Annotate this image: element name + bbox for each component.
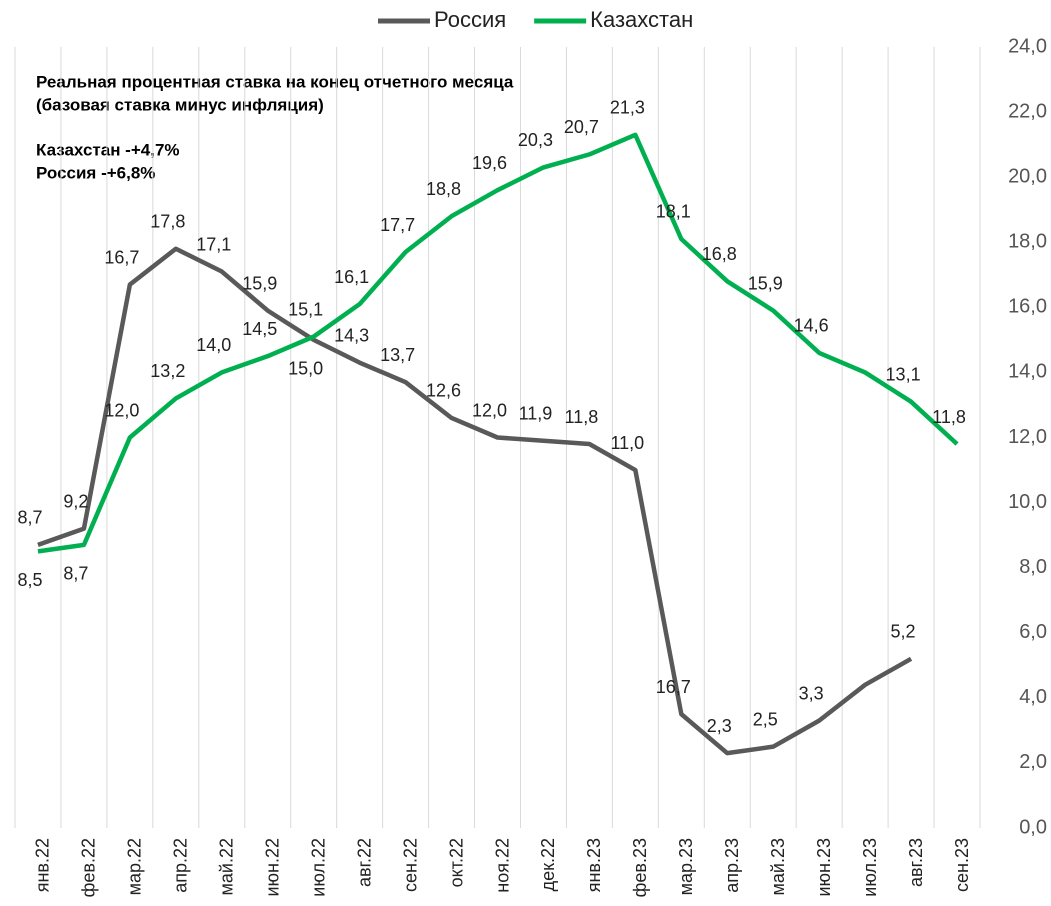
data-label: 13,2 <box>150 361 185 381</box>
data-label: 11,8 <box>932 407 966 427</box>
data-label: 19,6 <box>472 153 507 173</box>
annotation: (базовая ставка минус инфляция) <box>36 95 324 114</box>
y-tick-label: 12,0 <box>1008 426 1047 448</box>
data-label: 20,7 <box>564 117 599 137</box>
y-tick-label: 22,0 <box>1008 100 1047 122</box>
y-tick-label: 24,0 <box>1008 35 1047 57</box>
legend-label: Россия <box>434 7 506 32</box>
y-tick-label: 2,0 <box>1019 751 1047 773</box>
data-label: 18,1 <box>656 202 691 222</box>
data-label: 2,5 <box>753 709 778 729</box>
data-label: 11,8 <box>565 407 599 427</box>
annotation: Казахстан -+4,7% <box>36 140 180 159</box>
data-label: 15,9 <box>242 273 277 293</box>
x-tick-label: апр.23 <box>722 838 742 893</box>
data-label: 15,0 <box>288 359 323 379</box>
x-tick-label: окт.22 <box>446 838 466 887</box>
data-label: 13,7 <box>380 345 415 365</box>
data-label: 16,1 <box>334 267 369 287</box>
data-label: 9,2 <box>63 491 88 511</box>
y-tick-label: 18,0 <box>1008 231 1047 253</box>
data-label: 17,8 <box>150 212 185 232</box>
y-tick-label: 6,0 <box>1019 621 1047 643</box>
data-label: 11,9 <box>519 404 553 424</box>
x-tick-label: янв.22 <box>33 838 53 892</box>
data-label: 16,8 <box>702 244 737 264</box>
annotation: Россия -+6,8% <box>36 163 155 182</box>
data-label: 5,2 <box>891 622 916 642</box>
annotation: Реальная процентная ставка на конец отче… <box>36 72 514 91</box>
data-label: 17,7 <box>380 215 415 235</box>
x-tick-label: фев.23 <box>630 838 650 897</box>
y-tick-label: 0,0 <box>1019 816 1047 838</box>
data-label: 14,3 <box>334 325 369 345</box>
x-tick-label: сен.23 <box>952 838 972 892</box>
data-label: 12,0 <box>472 400 507 420</box>
y-tick-label: 10,0 <box>1008 491 1047 513</box>
y-tick-label: 14,0 <box>1008 361 1047 383</box>
x-tick-label: дек.22 <box>538 838 558 891</box>
data-label: 2,3 <box>707 716 732 736</box>
line <box>37 246 913 756</box>
data-label: 8,5 <box>17 570 42 590</box>
y-tick-label: 20,0 <box>1008 165 1047 187</box>
data-label: 14,0 <box>196 335 231 355</box>
data-label: 3,3 <box>799 683 824 703</box>
legend-label: Казахстан <box>590 7 693 32</box>
data-label: 20,3 <box>518 130 553 150</box>
x-tick-label: мар.23 <box>676 838 696 895</box>
data-label: 14,5 <box>242 319 277 339</box>
y-tick-label: 16,0 <box>1008 296 1047 318</box>
data-label: 16,7 <box>104 247 139 267</box>
x-tick-label: мар.22 <box>125 838 145 895</box>
data-label: 15,1 <box>288 299 323 319</box>
x-tick-label: июл.23 <box>860 838 880 897</box>
data-label: 18,8 <box>426 179 461 199</box>
data-label: 14,6 <box>794 316 829 336</box>
x-tick-label: июл.22 <box>308 838 328 897</box>
data-label: 8,7 <box>17 508 42 528</box>
x-tick-label: июн.22 <box>262 838 282 897</box>
data-label: 12,6 <box>426 381 461 401</box>
x-tick-label: май.23 <box>768 838 788 895</box>
data-label: 13,1 <box>886 364 921 384</box>
x-tick-label: авг.22 <box>354 838 374 887</box>
x-tick-label: май.22 <box>217 838 237 895</box>
x-tick-label: янв.23 <box>584 838 604 892</box>
x-tick-label: авг.23 <box>906 838 926 887</box>
x-tick-label: фев.22 <box>79 838 99 897</box>
data-label: 12,0 <box>104 400 139 420</box>
data-label: 21,3 <box>610 98 645 118</box>
x-tick-label: июн.23 <box>814 838 834 897</box>
x-tick-label: ноя.22 <box>492 838 512 893</box>
data-label: 11,0 <box>611 433 645 453</box>
data-label: 16,7 <box>656 677 691 697</box>
y-tick-label: 4,0 <box>1019 686 1047 708</box>
x-tick-label: апр.22 <box>171 838 191 893</box>
data-label: 17,1 <box>196 234 231 254</box>
y-tick-label: 8,0 <box>1019 556 1047 578</box>
data-label: 8,7 <box>63 564 88 584</box>
line <box>37 132 959 554</box>
x-tick-label: сен.22 <box>400 838 420 892</box>
data-label: 15,9 <box>748 273 783 293</box>
